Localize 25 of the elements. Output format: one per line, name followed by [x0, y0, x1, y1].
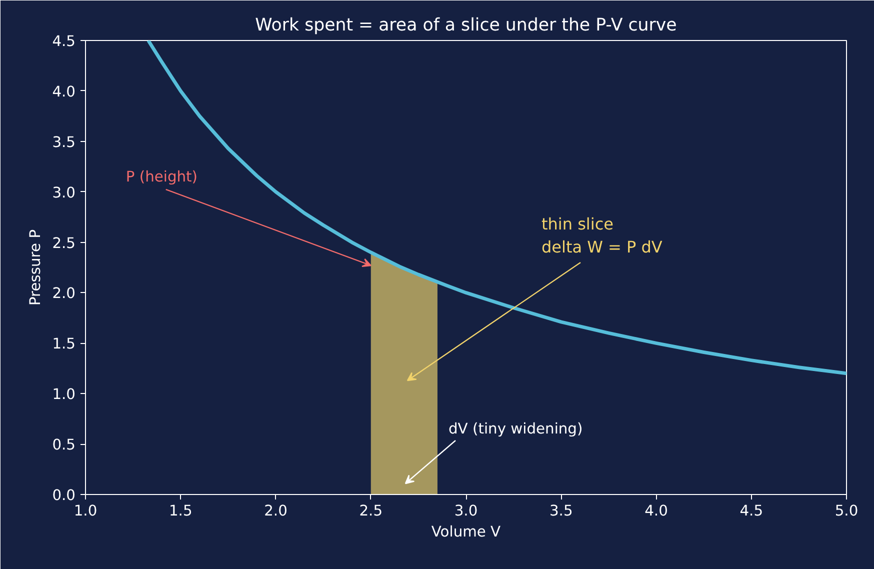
- x-tick-label: 4.0: [644, 502, 668, 520]
- x-tick-label: 5.0: [834, 502, 858, 520]
- annotation: thin slice delta W = P dV: [542, 214, 662, 256]
- y-tick-label: 3.0: [52, 184, 76, 202]
- y-tick-label: 1.0: [52, 386, 76, 404]
- x-axis-title: Volume V: [431, 524, 501, 540]
- x-tick-label: 1.0: [74, 502, 98, 520]
- y-tick-label: 2.0: [52, 285, 76, 302]
- y-tick-label: 4.0: [52, 83, 76, 100]
- y-tick-label: 3.5: [52, 134, 76, 151]
- annotation: dV (tiny widening): [448, 420, 583, 438]
- x-tick-label: 3.5: [549, 502, 573, 520]
- x-tick-label: 2.5: [359, 502, 383, 520]
- y-tick-label: 2.5: [52, 234, 76, 252]
- x-tick-label: 4.5: [740, 502, 764, 520]
- chart-title: Work spent = area of a slice under the P-V curve: [255, 16, 677, 36]
- y-tick-label: 4.5: [52, 33, 76, 50]
- y-tick-label: 0.5: [52, 436, 76, 454]
- y-tick-label: 0.0: [52, 487, 76, 504]
- x-tick-label: 3.0: [454, 502, 478, 520]
- x-tick-label: 2.0: [264, 502, 288, 520]
- y-axis-title: Pressure P: [27, 229, 44, 306]
- annotation: P (height): [126, 168, 198, 186]
- x-tick-label: 1.5: [168, 502, 192, 520]
- y-tick-label: 1.5: [52, 336, 76, 353]
